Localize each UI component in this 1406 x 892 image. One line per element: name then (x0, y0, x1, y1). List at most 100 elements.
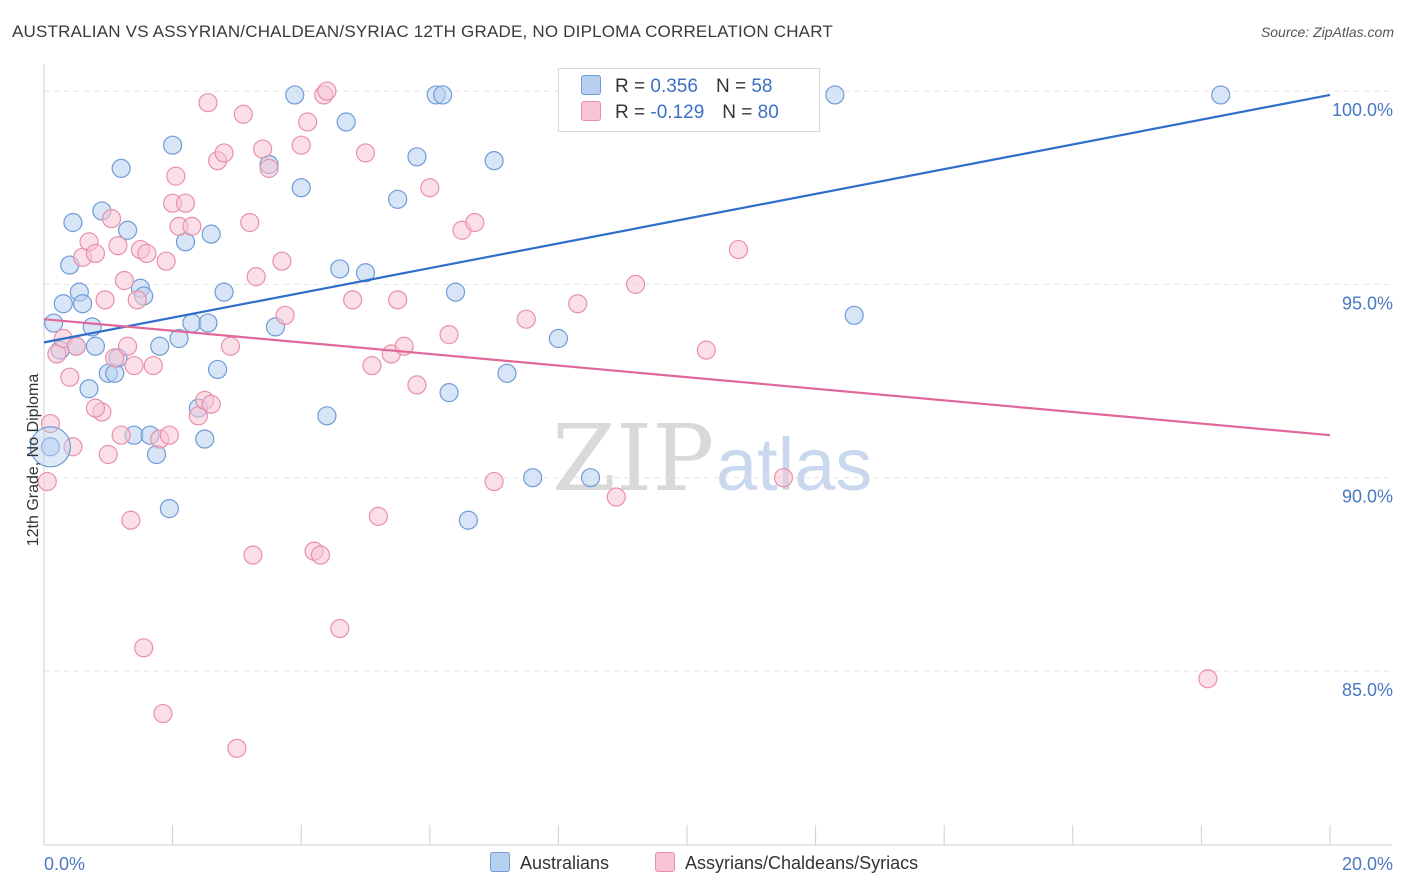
australians-point (201, 224, 221, 244)
assyrians-point (362, 355, 382, 376)
assyrians-point (95, 290, 115, 310)
assyrians-point (516, 309, 536, 329)
assyrians-point (117, 336, 138, 356)
assyrians-point (291, 135, 311, 155)
australians-point (336, 112, 356, 132)
assyrians-trend-line (43, 318, 1331, 437)
australians-point (63, 212, 83, 233)
watermark-zip: ZIP (552, 405, 714, 512)
assyrians-point (484, 471, 504, 492)
legend-r-label: R = (615, 76, 646, 97)
watermark: ZIP atlas (552, 405, 872, 512)
legend-r-value: 0.356 (650, 76, 698, 97)
australians-point (317, 406, 337, 426)
australians-point (497, 363, 517, 383)
australians-point (208, 359, 228, 380)
australians-point (169, 328, 189, 349)
legend-n-label: N = (715, 76, 747, 97)
legend-row-australians: R = 0.356 N = 58 (581, 75, 772, 101)
australians-point (580, 468, 601, 488)
australians-point (111, 158, 131, 178)
assyrians-point (343, 290, 363, 310)
axes: 85.0% 90.0% 95.0% 100.0% 0.0% 20.0% (43, 64, 1393, 874)
australians-point (330, 259, 350, 279)
australians-point (163, 135, 183, 155)
assyrians-point (175, 193, 196, 213)
assyrians-point (85, 398, 106, 418)
australians-point (53, 294, 73, 314)
australians-point (146, 444, 167, 465)
assyrians-point (40, 413, 61, 434)
chart-title: AUSTRALIAN VS ASSYRIAN/CHALDEAN/SYRIAC 1… (12, 22, 833, 41)
trend-lines (43, 93, 1331, 437)
assyrians-point (201, 394, 221, 414)
legend-r-label: R = (615, 102, 646, 123)
assyrians-point (214, 143, 234, 163)
assyrians-point (1198, 669, 1218, 689)
assyrians-point (465, 212, 485, 233)
y-tick-label: 100.0% (1332, 100, 1393, 120)
assyrians-point (108, 236, 128, 256)
assyrians-point (240, 212, 260, 233)
assyrians-point (330, 618, 350, 639)
australians-point (44, 313, 64, 333)
assyrians-point (66, 336, 86, 356)
assyrians-point (696, 340, 716, 360)
assyrians-point (60, 367, 80, 387)
assyrians-point (568, 294, 588, 314)
australians-point (291, 178, 311, 198)
assyrians-point (220, 336, 241, 356)
assyrians-point (198, 93, 218, 113)
assyrians-point (166, 166, 186, 186)
assyrians-point (114, 270, 134, 291)
assyrians-point (388, 290, 408, 310)
assyrians-point (105, 348, 125, 368)
assyrians-point (233, 104, 253, 124)
assyrians-point (253, 139, 273, 159)
australians-point (407, 147, 427, 167)
legend-swatch-pink (655, 852, 675, 872)
assyrians-point (310, 545, 331, 565)
assyrians-point (728, 239, 749, 260)
australians-point (484, 151, 504, 171)
assyrians-point (275, 305, 295, 325)
australians-point (844, 305, 864, 325)
legend-n-value: 58 (751, 76, 773, 97)
assyrians-point (134, 638, 154, 658)
assyrians-point (272, 251, 292, 271)
australians-point (85, 336, 106, 356)
legend-n-label: N = (722, 102, 753, 123)
australians-point-large (29, 426, 72, 468)
assyrians-point (159, 425, 179, 445)
watermark-atlas: atlas (716, 423, 872, 506)
assyrians-point (259, 158, 279, 178)
assyrians-point (85, 243, 106, 264)
australians-point (198, 313, 218, 333)
legend-swatch-pink (581, 101, 601, 121)
assyrians-point (606, 487, 626, 507)
assyrians-point (98, 444, 118, 465)
assyrians-point (298, 112, 318, 132)
assyrians-point (420, 178, 440, 198)
assyrians-point (243, 545, 263, 565)
y-tick-label: 90.0% (1342, 487, 1393, 507)
assyrians-point (355, 143, 376, 163)
assyrians-point (407, 375, 427, 395)
chart-source: Source: ZipAtlas.com (1260, 24, 1394, 40)
assyrians-point (127, 290, 147, 310)
australians-point (433, 85, 453, 105)
australians-point (285, 85, 305, 105)
assyrians-point (153, 703, 173, 724)
australians-point (439, 383, 459, 403)
legend-item-assyrians: Assyrians/Chaldeans/Syriacs (655, 852, 918, 874)
assyrians-point (124, 355, 144, 376)
australians-point (445, 282, 466, 302)
assyrians-point (439, 325, 459, 345)
legend-label: Assyrians/Chaldeans/Syriacs (685, 853, 919, 873)
australians-point (355, 263, 376, 283)
x-tick-label: 20.0% (1342, 854, 1393, 874)
correlation-legend: R = 0.356 N = 58 R = -0.129 N = 80 (558, 68, 820, 132)
australians-point (458, 510, 478, 530)
assyrians-point (37, 471, 57, 492)
